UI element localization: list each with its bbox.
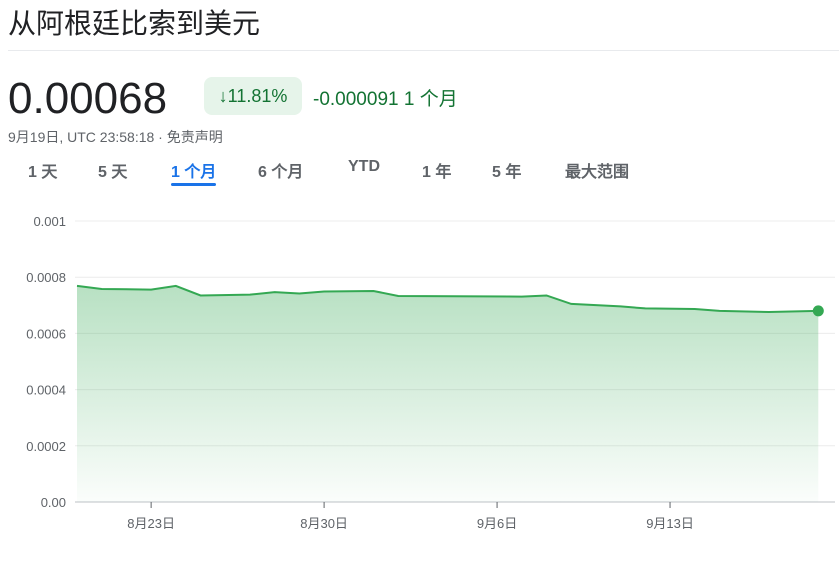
tab-6m[interactable]: 6 个月 [258,164,304,181]
change-percent-badge: ↓ 11.81% [204,77,302,115]
timestamp-line: 9月19日, UTC 23:58:18 · 免责声明 [8,129,223,145]
x-tick-label: 9月13日 [646,516,694,531]
timestamp: 9月19日, UTC 23:58:18 [8,129,155,145]
current-price: 0.00068 [8,74,168,123]
x-tick-label: 8月30日 [300,516,348,531]
tab-5d[interactable]: 5 天 [98,164,128,181]
tab-5y[interactable]: 5 年 [492,164,522,181]
change-percent: 11.81% [227,85,288,106]
y-tick-label: 0.0004 [26,383,66,398]
y-tick-label: 0.001 [33,214,66,229]
last-point-marker [812,305,824,317]
change-value: -0.000091 [313,89,399,110]
change-absolute: -0.000091 1 个月 [313,84,458,111]
y-tick-label: 0.0006 [26,326,66,341]
y-tick-label: 0.0002 [26,439,66,454]
divider [8,50,839,51]
x-tick-label: 8月23日 [127,516,175,531]
y-tick-label: 0.00 [41,495,66,510]
tab-max[interactable]: 最大范围 [565,164,630,181]
arrow-down-icon: ↓ [218,85,228,106]
tab-1m[interactable]: 1 个月 [171,158,217,186]
tab-ytd[interactable]: YTD [348,158,380,175]
page-title: 从阿根廷比索到美元 [8,7,261,40]
tab-1d[interactable]: 1 天 [28,164,58,181]
disclaimer-link[interactable]: 免责声明 [166,129,223,145]
change-period: 1 个月 [403,89,458,110]
y-tick-label: 0.0008 [26,270,66,285]
tab-1y[interactable]: 1 年 [422,164,452,181]
price-line [76,284,819,314]
area-fill [77,285,819,502]
x-tick-label: 9月6日 [477,516,517,531]
